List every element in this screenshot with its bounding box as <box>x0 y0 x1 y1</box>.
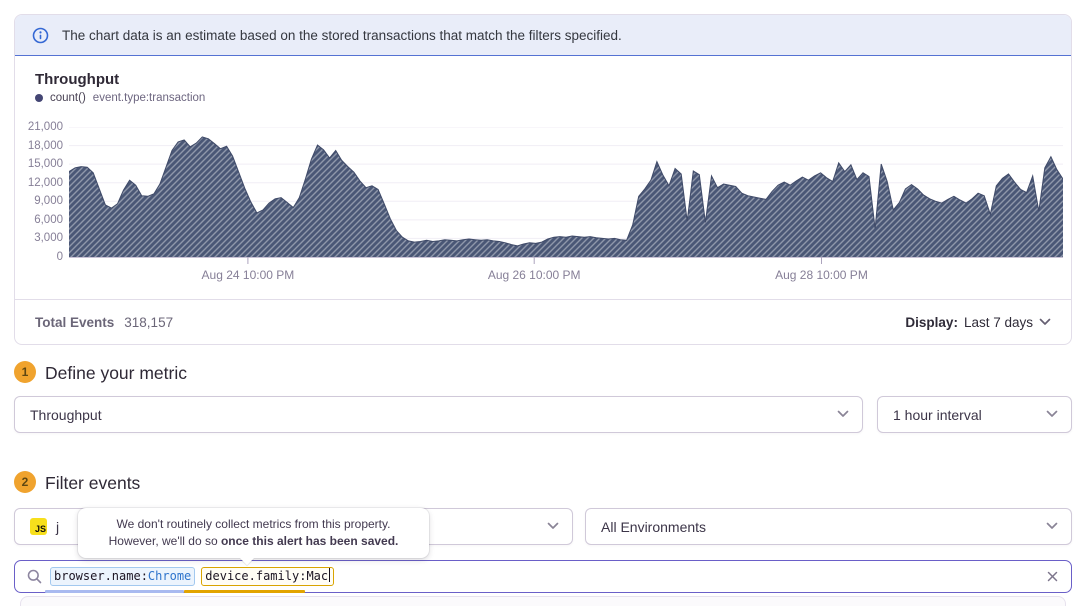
y-tick-label: 15,000 <box>27 158 63 171</box>
chevron-down-icon <box>1046 410 1058 417</box>
tooltip-line-2: However, we'll do so once this alert has… <box>108 534 399 548</box>
total-events: Total Events 318,157 <box>35 315 173 330</box>
y-tick-label: 9,000 <box>34 195 63 208</box>
chevron-down-icon <box>1039 318 1051 325</box>
search-token-browser-name[interactable]: browser.name:Chrome <box>50 567 196 586</box>
y-tick-label: 18,000 <box>27 139 63 152</box>
chart-legend: count() event.type:transaction <box>35 92 205 104</box>
info-icon <box>32 27 49 43</box>
series-dot-icon <box>35 94 43 102</box>
total-events-value: 318,157 <box>124 314 174 330</box>
clear-search-icon[interactable] <box>1046 570 1059 583</box>
metric-select[interactable]: Throughput <box>14 396 863 433</box>
chevron-down-icon <box>1046 522 1058 529</box>
info-banner: The chart data is an estimate based on t… <box>15 15 1071 56</box>
y-tick-label: 12,000 <box>27 176 63 189</box>
token-underline-valid <box>45 590 184 593</box>
metric-select-value: Throughput <box>30 406 102 423</box>
x-tick-label: Aug 28 10:00 PM <box>775 268 868 282</box>
search-filter-input[interactable]: browser.name:Chrome device.family:Mac <box>14 560 1072 593</box>
search-token-row: browser.name:Chrome device.family:Mac <box>50 567 1046 586</box>
y-tick-label: 0 <box>56 251 63 263</box>
chart-card: The chart data is an estimate based on t… <box>14 14 1072 345</box>
interval-select[interactable]: 1 hour interval <box>877 396 1072 433</box>
display-period-selector[interactable]: Display: Last 7 days <box>905 315 1051 330</box>
chart-summary-row: Total Events 318,157 Display: Last 7 day… <box>15 299 1071 344</box>
legend-series-filter: event.type:transaction <box>92 92 206 104</box>
chevron-down-icon <box>837 410 849 417</box>
interval-select-value: 1 hour interval <box>893 406 982 423</box>
step-1-title: Define your metric <box>45 363 187 383</box>
y-tick-label: 3,000 <box>34 232 63 245</box>
search-dropdown-edge <box>20 596 1066 606</box>
x-tick-label: Aug 24 10:00 PM <box>201 268 295 282</box>
project-select-value: j <box>56 518 60 535</box>
step-2-number: 2 <box>14 471 36 493</box>
legend-series-name: count() <box>50 92 86 104</box>
info-banner-text: The chart data is an estimate based on t… <box>62 27 622 43</box>
environment-select[interactable]: All Environments <box>585 508 1072 545</box>
step-1-badge: 1 <box>14 361 36 383</box>
total-events-label: Total Events <box>35 314 115 330</box>
tooltip-line-1: We don't routinely collect metrics from … <box>116 517 391 531</box>
chevron-down-icon <box>547 522 559 529</box>
step-1-number: 1 <box>14 361 36 383</box>
search-token-device-family[interactable]: device.family:Mac <box>201 567 335 586</box>
javascript-platform-icon: JS <box>30 518 47 535</box>
metric-collection-tooltip: We don't routinely collect metrics from … <box>78 508 429 558</box>
step-2-badge: 2 <box>14 471 36 493</box>
environment-select-value: All Environments <box>601 518 707 535</box>
text-cursor <box>329 568 331 582</box>
step-2-title: Filter events <box>45 473 141 493</box>
y-tick-label: 21,000 <box>27 121 63 133</box>
chart-plot[interactable] <box>69 127 1063 265</box>
display-value: Last 7 days <box>963 314 1033 330</box>
display-label: Display: <box>905 314 958 330</box>
y-tick-label: 6,000 <box>34 213 63 226</box>
search-icon <box>27 569 42 584</box>
token-underline-warning <box>184 590 305 593</box>
x-tick-label: Aug 26 10:00 PM <box>487 268 581 282</box>
chart-title: Throughput <box>35 71 120 88</box>
